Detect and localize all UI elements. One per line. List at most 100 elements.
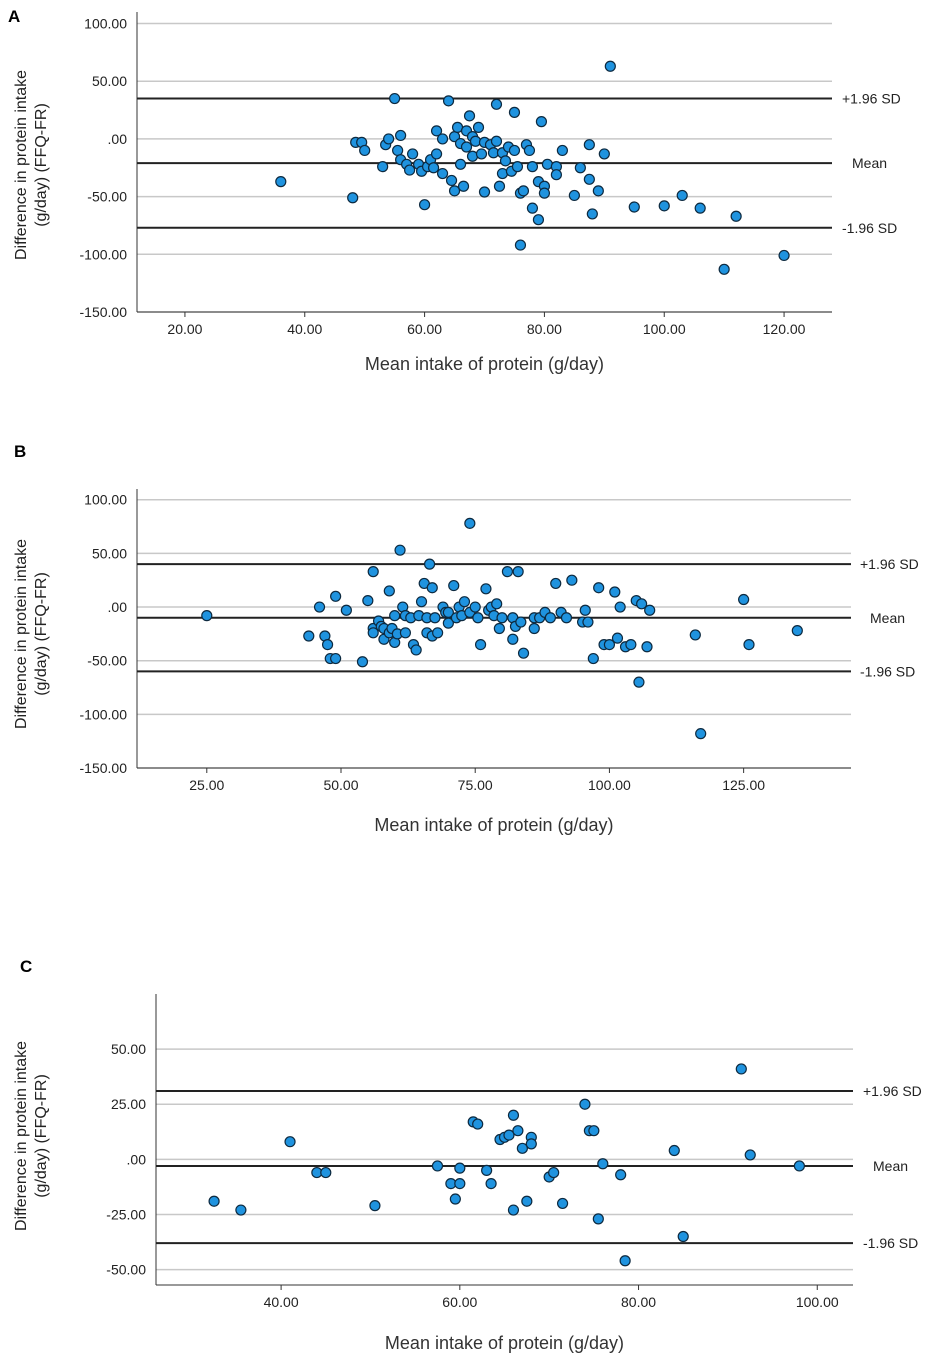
data-point bbox=[743, 638, 755, 651]
data-point bbox=[313, 601, 326, 613]
data-point bbox=[457, 180, 470, 192]
y-tick-label: -50.00 bbox=[87, 653, 127, 669]
data-point bbox=[586, 208, 598, 220]
reference-line-label: +1.96 SD bbox=[863, 1083, 922, 1099]
data-point bbox=[550, 169, 562, 181]
data-point bbox=[503, 1129, 515, 1141]
data-point bbox=[235, 1204, 247, 1216]
data-point bbox=[730, 210, 742, 222]
data-point bbox=[448, 185, 461, 197]
y-axis-title-line-2: (g/day) (FFQ-FR) bbox=[33, 572, 50, 696]
data-point bbox=[330, 590, 342, 602]
data-point bbox=[604, 60, 616, 72]
data-point bbox=[389, 92, 401, 105]
y-tick-label: 50.00 bbox=[92, 545, 127, 561]
data-point bbox=[718, 263, 730, 275]
data-point bbox=[738, 593, 750, 606]
data-point bbox=[469, 135, 482, 147]
data-point bbox=[490, 135, 503, 147]
data-point bbox=[340, 604, 352, 616]
data-point bbox=[369, 1200, 381, 1212]
data-point bbox=[418, 199, 431, 211]
data-point bbox=[377, 161, 389, 173]
data-point bbox=[592, 1213, 604, 1225]
data-point bbox=[485, 1177, 497, 1190]
y-axis-title-line-1: Difference in protein intake bbox=[13, 70, 30, 260]
data-point bbox=[614, 601, 626, 613]
x-tick-label: 40.00 bbox=[264, 1294, 299, 1310]
data-point bbox=[442, 95, 455, 107]
data-point bbox=[550, 577, 562, 590]
data-point bbox=[499, 155, 512, 167]
data-point bbox=[445, 174, 458, 187]
data-point bbox=[695, 728, 707, 740]
data-point bbox=[689, 629, 701, 641]
data-point bbox=[347, 192, 359, 204]
data-point bbox=[512, 1125, 524, 1137]
x-tick-label: 20.00 bbox=[167, 321, 202, 337]
data-point bbox=[472, 121, 485, 133]
y-tick-label: 50.00 bbox=[92, 73, 127, 89]
data-point bbox=[407, 148, 419, 160]
data-point bbox=[619, 1255, 631, 1267]
data-point bbox=[582, 616, 594, 628]
x-tick-label: 60.00 bbox=[442, 1294, 477, 1310]
data-point bbox=[448, 579, 460, 592]
y-tick-label: 100.00 bbox=[84, 492, 127, 508]
data-point bbox=[284, 1136, 296, 1148]
x-tick-label: 75.00 bbox=[458, 777, 493, 793]
panel-letter: C bbox=[20, 957, 32, 976]
data-point bbox=[544, 612, 556, 624]
data-point bbox=[442, 606, 454, 619]
data-point bbox=[568, 189, 580, 202]
data-point bbox=[426, 582, 438, 594]
x-tick-label: 100.00 bbox=[588, 777, 631, 793]
data-point bbox=[415, 596, 428, 608]
data-point bbox=[514, 239, 527, 251]
data-point bbox=[389, 610, 401, 622]
data-point bbox=[587, 652, 599, 665]
data-point bbox=[603, 638, 616, 651]
data-point bbox=[598, 148, 610, 160]
data-point bbox=[442, 617, 454, 629]
data-point bbox=[501, 566, 514, 578]
data-point bbox=[362, 594, 374, 607]
y-tick-label: -50.00 bbox=[106, 1262, 146, 1278]
data-point bbox=[275, 176, 287, 188]
chart-panel-c: C 50.00 25.00 .00 -25.00 -50.00 40.00 60.00 80.0… bbox=[13, 957, 922, 1353]
data-point bbox=[493, 180, 506, 192]
data-point bbox=[532, 214, 545, 226]
x-tick-label: 80.00 bbox=[527, 321, 562, 337]
data-point bbox=[356, 656, 369, 668]
data-point bbox=[404, 164, 416, 176]
data-point bbox=[574, 162, 586, 174]
data-point bbox=[592, 185, 604, 197]
data-point bbox=[517, 185, 530, 197]
data-point bbox=[579, 604, 591, 616]
x-tick-label: 60.00 bbox=[407, 321, 442, 337]
data-point bbox=[508, 144, 521, 157]
reference-line-label: Mean bbox=[873, 1158, 908, 1174]
data-point bbox=[735, 1063, 747, 1075]
panel-letter: B bbox=[14, 442, 26, 461]
data-point bbox=[528, 622, 540, 635]
data-point bbox=[454, 158, 467, 170]
x-tick-label: 80.00 bbox=[621, 1294, 656, 1310]
x-axis-title: Mean intake of protein (g/day) bbox=[374, 815, 613, 835]
reference-line-label: -1.96 SD bbox=[863, 1235, 918, 1251]
data-point bbox=[201, 610, 213, 622]
data-point bbox=[464, 517, 476, 529]
y-axis-title: Difference in protein intake (g/day) (FFQ… bbox=[13, 539, 50, 729]
data-point bbox=[303, 630, 315, 642]
data-point bbox=[430, 125, 443, 137]
data-point bbox=[526, 161, 539, 173]
y-axis-title: Difference in protein intake (g/day) (FFQ… bbox=[13, 1041, 50, 1231]
data-point bbox=[507, 633, 519, 645]
data-point bbox=[472, 612, 484, 624]
chart-panel-a: A 100.00 50.00 .00 -50.00 -100.00 -150.00 20.00… bbox=[8, 7, 901, 374]
y-axis-title: Difference in protein intake (g/day) (FFQ… bbox=[13, 70, 50, 260]
data-point bbox=[395, 129, 407, 142]
x-tick-label: 100.00 bbox=[796, 1294, 839, 1310]
data-point bbox=[481, 1164, 493, 1176]
data-point bbox=[625, 638, 637, 651]
